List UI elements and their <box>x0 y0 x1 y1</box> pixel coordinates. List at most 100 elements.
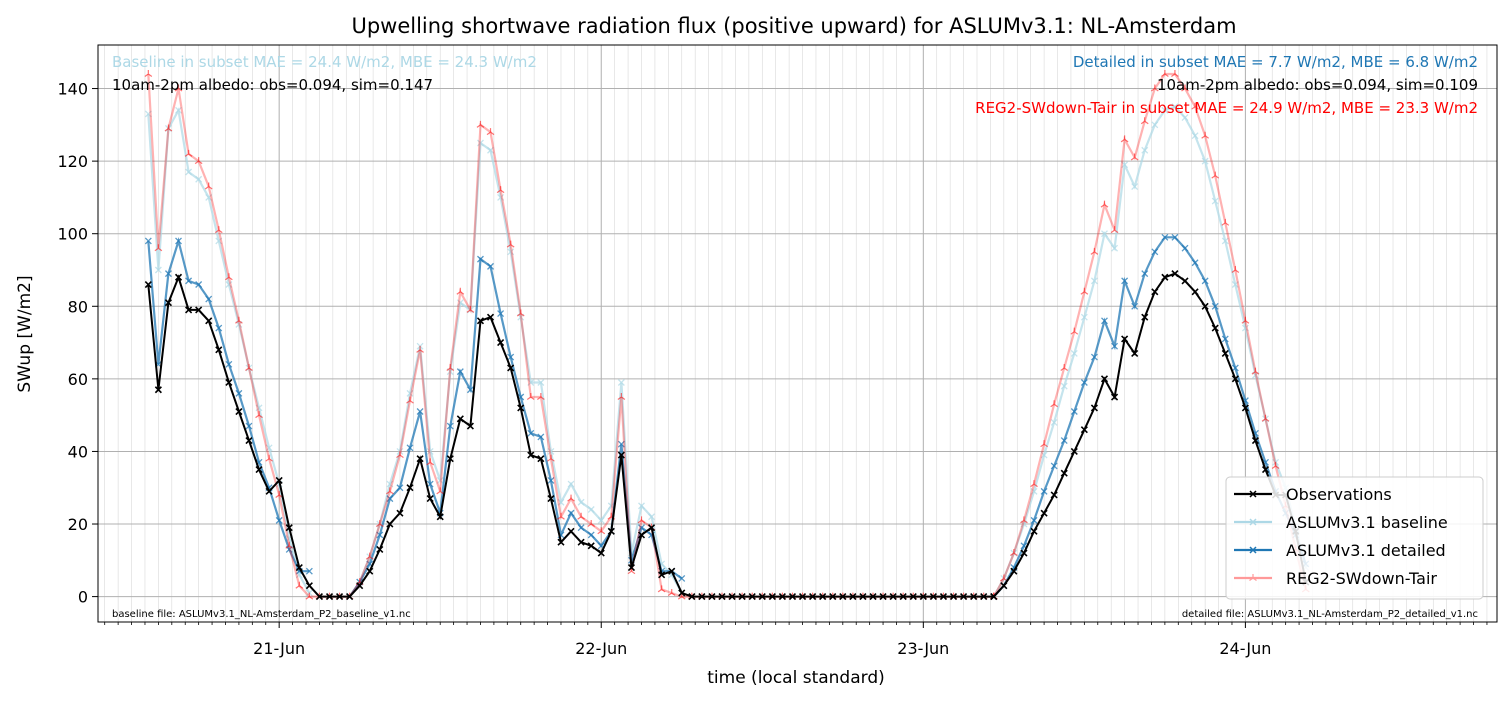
data-point <box>638 502 645 510</box>
data-point <box>1140 117 1149 125</box>
data-point <box>1090 353 1098 361</box>
data-point <box>446 455 454 463</box>
data-point <box>406 484 414 492</box>
series-observations <box>144 270 1310 601</box>
data-point <box>1211 197 1219 205</box>
data-point <box>1261 414 1270 422</box>
data-point <box>386 487 394 495</box>
data-point <box>416 455 424 463</box>
data-point <box>1040 440 1048 448</box>
data-point <box>597 516 605 524</box>
data-point <box>637 531 646 539</box>
data-point <box>587 531 595 539</box>
y-tick-label: 60 <box>68 370 88 389</box>
data-point <box>265 487 273 495</box>
data-point <box>1100 200 1109 208</box>
data-point <box>486 313 495 321</box>
data-point <box>144 280 152 289</box>
data-point <box>1070 447 1078 456</box>
data-point <box>1070 349 1078 357</box>
x-axis: 21-Jun 22-Jun 23-Jun 24-Jun <box>104 622 1488 658</box>
data-point <box>496 186 505 194</box>
data-point <box>1171 70 1179 78</box>
legend-entry: ASLUMv3.1 baseline <box>1234 513 1448 532</box>
data-point <box>537 379 545 386</box>
data-point <box>406 444 414 452</box>
data-point <box>487 262 494 270</box>
data-point <box>487 146 494 154</box>
plot-frame <box>97 44 1498 623</box>
data-point <box>1211 324 1219 332</box>
data-point <box>1131 302 1139 310</box>
x-tick-label: 22-Jun <box>575 639 627 658</box>
data-point <box>1040 451 1048 459</box>
data-point <box>617 451 625 459</box>
data-point <box>718 593 726 601</box>
data-point <box>1231 265 1240 273</box>
data-point <box>1111 342 1119 350</box>
data-point <box>1000 582 1008 590</box>
data-point <box>275 516 283 524</box>
data-point <box>678 589 686 597</box>
data-point <box>265 454 273 462</box>
data-point <box>225 281 233 288</box>
data-point <box>637 516 646 524</box>
data-point <box>1231 281 1239 288</box>
data-point <box>939 593 948 601</box>
baseline-albedo-annotation: 10am-2pm albedo: obs=0.094, sim=0.147 <box>112 76 433 94</box>
data-point <box>809 593 817 601</box>
data-point <box>396 484 404 492</box>
data-point <box>416 345 424 353</box>
data-point <box>175 106 182 114</box>
y-tick-label: 120 <box>57 152 88 171</box>
data-point <box>215 324 223 332</box>
data-point <box>205 193 213 201</box>
data-point <box>476 120 485 128</box>
data-point <box>1070 408 1078 415</box>
data-point <box>285 541 294 549</box>
data-point <box>708 593 716 601</box>
data-point <box>406 396 414 404</box>
data-point <box>1080 379 1088 386</box>
data-point <box>1191 102 1199 110</box>
data-point <box>255 466 263 474</box>
x-tick-label: 21-Jun <box>253 639 305 658</box>
data-point <box>1271 461 1280 469</box>
y-tick-label: 20 <box>68 515 88 534</box>
data-point <box>476 317 485 325</box>
data-point <box>456 368 464 376</box>
data-point <box>195 281 203 288</box>
detailed-albedo-annotation: 10am-2pm albedo: obs=0.094, sim=0.109 <box>1157 76 1478 94</box>
data-point <box>547 454 555 462</box>
data-point <box>738 593 746 601</box>
data-point <box>215 237 223 245</box>
data-point <box>1111 393 1119 401</box>
data-point <box>456 287 465 295</box>
data-point <box>1211 171 1220 179</box>
data-point <box>154 244 163 252</box>
legend-label: ASLUMv3.1 baseline <box>1286 513 1448 532</box>
data-point <box>436 513 444 521</box>
detailed-stats-annotation: Detailed in subset MAE = 7.7 W/m2, MBE =… <box>1073 53 1478 71</box>
data-point <box>1221 349 1229 358</box>
legend-label: ASLUMv3.1 detailed <box>1286 541 1446 560</box>
data-point <box>305 582 313 590</box>
data-point <box>647 524 656 532</box>
data-point <box>285 524 293 532</box>
data-point <box>1120 135 1129 143</box>
data-point <box>1110 226 1119 234</box>
series-line <box>348 140 683 598</box>
data-point <box>255 411 263 419</box>
data-point <box>386 480 394 488</box>
data-point <box>1161 273 1169 281</box>
y-tick-label: 40 <box>68 442 88 461</box>
data-point <box>980 593 988 601</box>
data-point <box>366 567 374 575</box>
data-point <box>335 593 344 601</box>
data-point <box>305 567 313 575</box>
data-point <box>1101 317 1108 325</box>
data-point <box>516 309 525 317</box>
data-point <box>607 527 615 535</box>
data-point <box>1221 218 1230 226</box>
